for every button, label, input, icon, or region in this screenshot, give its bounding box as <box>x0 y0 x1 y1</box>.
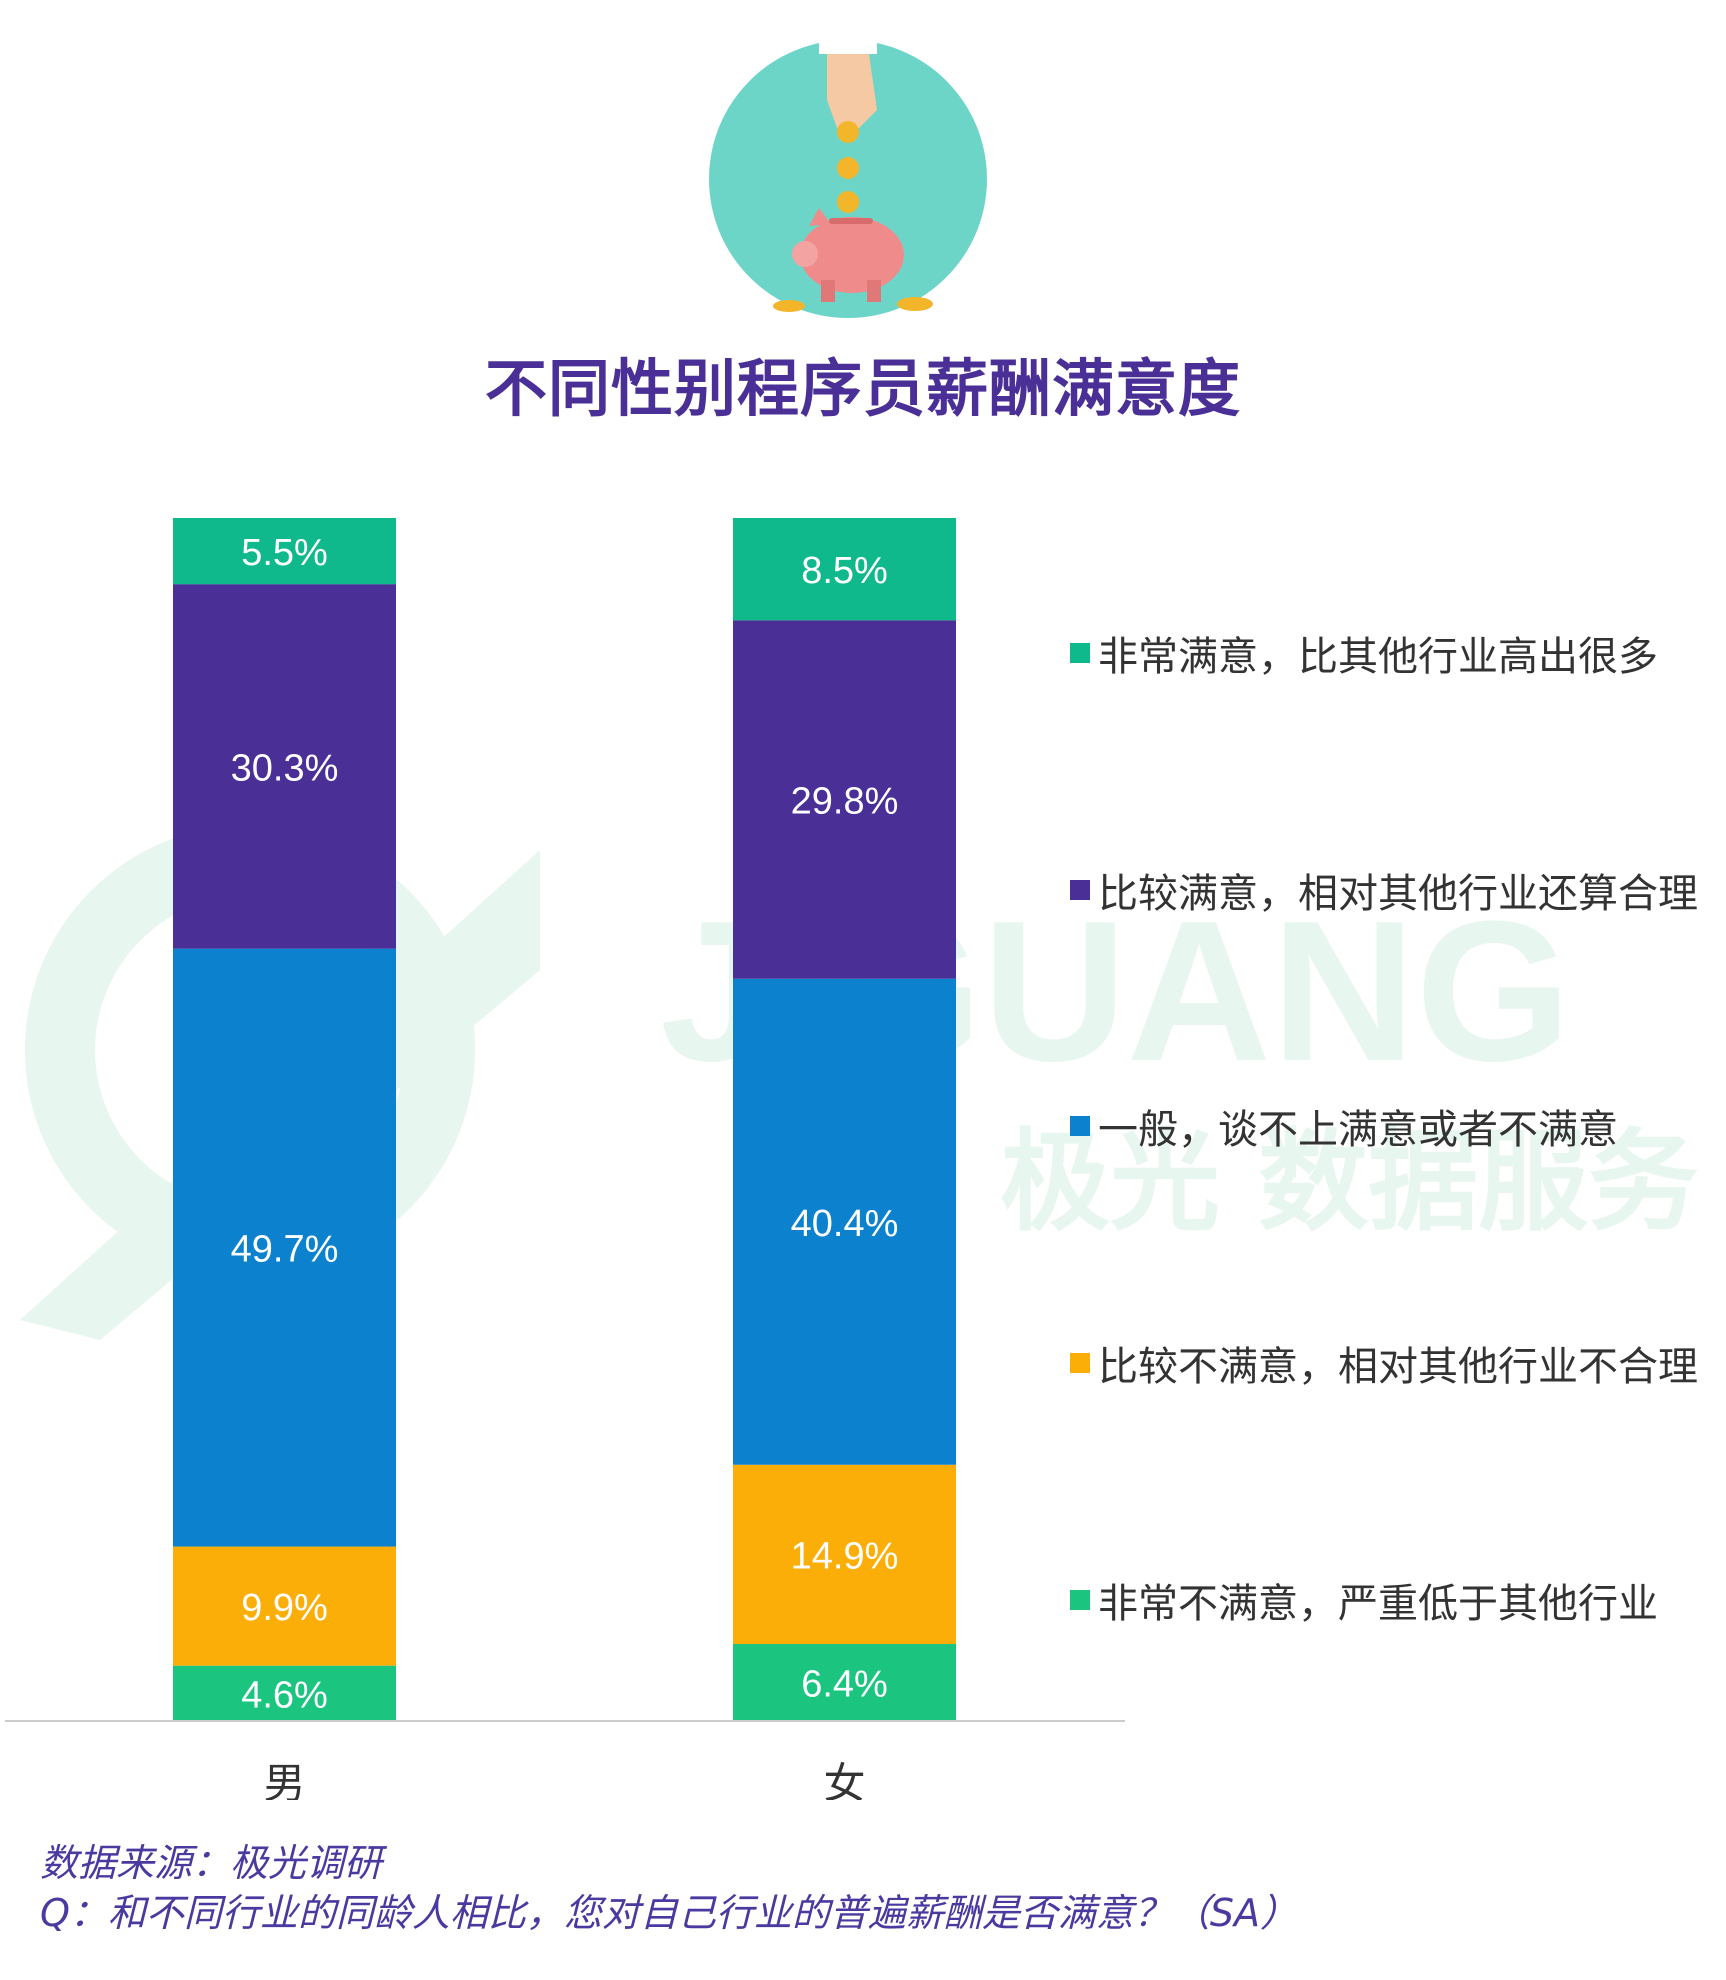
x-tick-label: 男 <box>263 1759 305 1800</box>
survey-question-note: Q：和不同行业的同龄人相比，您对自己行业的普遍薪酬是否满意？（SA） <box>40 1891 1299 1935</box>
data-label: 30.3% <box>231 747 339 789</box>
data-label: 14.9% <box>791 1535 899 1577</box>
data-label: 5.5% <box>241 532 328 574</box>
legend-label: 非常不满意，严重低于其他行业 <box>1098 1581 1658 1627</box>
bar-segment <box>733 1464 956 1645</box>
data-label: 4.6% <box>241 1674 328 1716</box>
bar-segment <box>733 620 956 979</box>
chart-title: 不同性别程序员薪酬满意度 <box>484 352 1241 425</box>
bar-segment <box>173 1665 396 1721</box>
legend-swatch <box>1070 1590 1090 1610</box>
bar-segment <box>733 1644 956 1721</box>
data-label: 29.8% <box>791 781 899 823</box>
legend-label: 比较满意，相对其他行业还算合理 <box>1098 871 1698 917</box>
data-label: 40.4% <box>791 1203 899 1245</box>
data-label: 9.9% <box>241 1587 328 1629</box>
legend-item: 比较满意，相对其他行业还算合理 <box>1070 862 1698 918</box>
data-label: 8.5% <box>801 550 888 592</box>
legend-swatch <box>1070 880 1090 900</box>
legend-item: 一般，谈不上满意或者不满意 <box>1070 1098 1618 1154</box>
legend-item: 非常不满意，严重低于其他行业 <box>1070 1572 1658 1628</box>
legend-swatch <box>1070 1353 1090 1373</box>
data-label: 49.7% <box>231 1229 339 1271</box>
stacked-bar-chart: 4.6% 9.9% 49.7% 30.3% 5.5% 6.4% 14.9% 40.4% 29.8… <box>5 518 1125 1800</box>
legend-item: 比较不满意，相对其他行业不合理 <box>1070 1335 1698 1391</box>
bar-segment <box>733 518 956 621</box>
bar-segment <box>173 948 396 1547</box>
piggy-bank-coins-icon <box>709 40 987 318</box>
bar-segment <box>173 584 396 949</box>
legend-item: 非常满意，比其他行业高出很多 <box>1070 625 1658 681</box>
x-tick-labels: 男女 <box>263 1759 865 1800</box>
bar-segment <box>173 1546 396 1666</box>
legend-label: 比较不满意，相对其他行业不合理 <box>1098 1344 1698 1390</box>
legend-label: 非常满意，比其他行业高出很多 <box>1098 634 1658 680</box>
x-tick-label: 女 <box>823 1759 865 1800</box>
bar-segment <box>173 518 396 585</box>
data-source-note: 数据来源：极光调研 <box>40 1841 383 1885</box>
legend-label: 一般，谈不上满意或者不满意 <box>1098 1107 1618 1153</box>
legend-swatch <box>1070 1116 1090 1136</box>
legend-swatch <box>1070 643 1090 663</box>
data-label: 6.4% <box>801 1664 888 1706</box>
bar-segment <box>733 978 956 1465</box>
bars-group: 4.6% 9.9% 49.7% 30.3% 5.5% 6.4% 14.9% 40.4% 29.8… <box>173 518 956 1721</box>
